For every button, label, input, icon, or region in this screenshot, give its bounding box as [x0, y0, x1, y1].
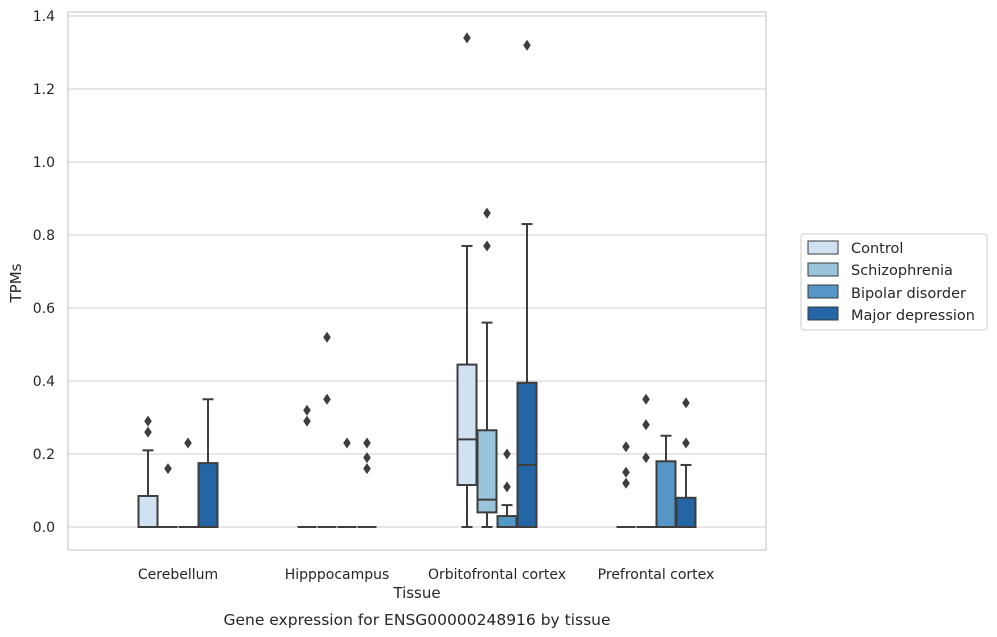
box-iqr — [496, 515, 518, 528]
outlier-point — [642, 393, 650, 405]
box-schizophrenia — [158, 463, 178, 528]
x-tick-labels: Cerebellum Hipppocampus Orbitofrontal cort… — [138, 567, 714, 583]
box-bipolar-disorder — [655, 434, 677, 528]
box-schizophrenia — [636, 393, 656, 528]
x-tick-label: Orbitofrontal cortex — [428, 567, 566, 583]
box-major-depression — [516, 39, 538, 529]
legend: Control Schizophrenia Bipolar disorder M… — [800, 233, 988, 331]
legend-swatch-schizophrenia — [807, 262, 839, 277]
box-control — [456, 32, 478, 528]
outlier-point — [503, 448, 511, 460]
box-bipolar-disorder — [337, 437, 357, 528]
box-control — [616, 441, 636, 528]
box-schizophrenia — [317, 331, 337, 528]
outlier-point — [363, 437, 371, 449]
outlier-point — [323, 393, 331, 405]
outlier-point — [622, 477, 630, 489]
x-tick-label: Prefrontal cortex — [598, 567, 715, 583]
box-iqr — [516, 381, 538, 529]
outlier-point — [184, 437, 192, 449]
outlier-point — [622, 441, 630, 453]
legend-label-control: Control — [851, 241, 903, 257]
box-bipolar-disorder — [178, 437, 198, 528]
legend-swatch-control — [807, 240, 839, 255]
outlier-point — [523, 39, 531, 51]
y-tick-label: 0.0 — [33, 520, 55, 536]
plot-area-frame — [67, 11, 767, 551]
box-major-depression — [675, 397, 697, 528]
box-control — [297, 404, 317, 528]
outlier-point — [323, 331, 331, 343]
box-iqr — [675, 496, 697, 528]
outlier-point — [164, 463, 172, 475]
x-tick-label: Hipppocampus — [285, 567, 390, 583]
box-bipolar-disorder — [496, 448, 518, 528]
boxes — [137, 32, 697, 529]
box-iqr — [137, 494, 159, 529]
y-tick-label: 0.6 — [33, 301, 55, 317]
outlier-point — [144, 426, 152, 438]
legend-label-major-depression: Major depression — [851, 308, 975, 324]
y-tick-label: 1.4 — [33, 9, 55, 25]
y-axis-title: TPMs — [7, 263, 25, 303]
outlier-point — [642, 452, 650, 464]
outlier-point — [303, 404, 311, 416]
outlier-point — [682, 397, 690, 409]
legend-label-bipolar-disorder: Bipolar disorder — [851, 286, 966, 302]
outlier-point — [682, 437, 690, 449]
y-tick-label: 0.4 — [33, 374, 55, 390]
box-major-depression — [197, 398, 219, 528]
outlier-point — [483, 207, 491, 219]
outlier-point — [144, 415, 152, 427]
box-major-depression — [357, 437, 377, 528]
outlier-point — [463, 32, 471, 44]
box-iqr — [476, 429, 498, 514]
y-tick-labels: 0.0 0.2 0.4 0.6 0.8 1.0 1.2 1.4 — [33, 9, 55, 536]
legend-swatch-major-depression — [807, 306, 839, 321]
y-tick-label: 1.0 — [33, 155, 55, 171]
x-axis-title: Tissue — [392, 584, 440, 602]
x-tick-label: Cerebellum — [138, 567, 218, 583]
outlier-point — [483, 240, 491, 252]
chart-caption: Gene expression for ENSG00000248916 by t… — [223, 611, 610, 629]
y-tick-label: 0.8 — [33, 228, 55, 244]
outlier-point — [503, 481, 511, 493]
box-control — [137, 415, 159, 529]
outlier-point — [642, 419, 650, 431]
legend-label-schizophrenia: Schizophrenia — [851, 263, 953, 279]
legend-swatch-bipolar-disorder — [807, 284, 839, 299]
box-iqr — [655, 460, 677, 528]
box-iqr — [197, 462, 219, 528]
gridlines — [68, 15, 766, 528]
outlier-point — [363, 452, 371, 464]
y-tick-label: 1.2 — [33, 82, 55, 98]
box-iqr — [456, 363, 478, 487]
outlier-point — [343, 437, 351, 449]
box-schizophrenia — [476, 207, 498, 528]
outlier-point — [363, 463, 371, 475]
y-tick-label: 0.2 — [33, 447, 55, 463]
outlier-point — [303, 415, 311, 427]
outlier-point — [622, 466, 630, 478]
legend-frame — [800, 233, 988, 331]
